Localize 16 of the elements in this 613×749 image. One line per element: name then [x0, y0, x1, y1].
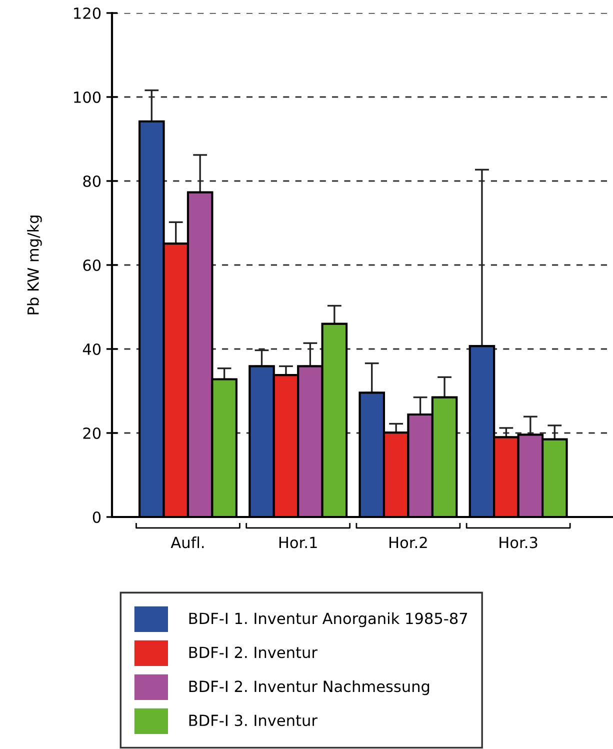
- legend-label: BDF-I 2. Inventur: [189, 646, 318, 658]
- y-tick-label: 0: [92, 511, 101, 524]
- x-tick-label: Hor.3: [500, 536, 538, 548]
- y-tick-label: 100: [74, 91, 101, 104]
- y-tick-label: 40: [82, 343, 101, 356]
- y-axis-title: Pb KW mg/kg: [27, 216, 42, 314]
- y-tick-label: 60: [83, 259, 101, 272]
- legend-label: BDF-I 2. Inventur Nachmessung: [189, 680, 430, 696]
- legend-label: BDF-I 1. Inventur Anorganik 1985-87: [189, 612, 468, 628]
- x-tick-label: Hor.1: [279, 536, 317, 548]
- y-tick-label: 20: [83, 427, 101, 440]
- y-tick-label: 80: [83, 175, 101, 188]
- x-tick-label: Aufl.: [170, 536, 204, 548]
- legend-label: BDF-I 3. Inventur: [189, 714, 318, 726]
- y-tick-label: 120: [74, 7, 101, 20]
- x-tick-label: Hor.2: [390, 536, 427, 548]
